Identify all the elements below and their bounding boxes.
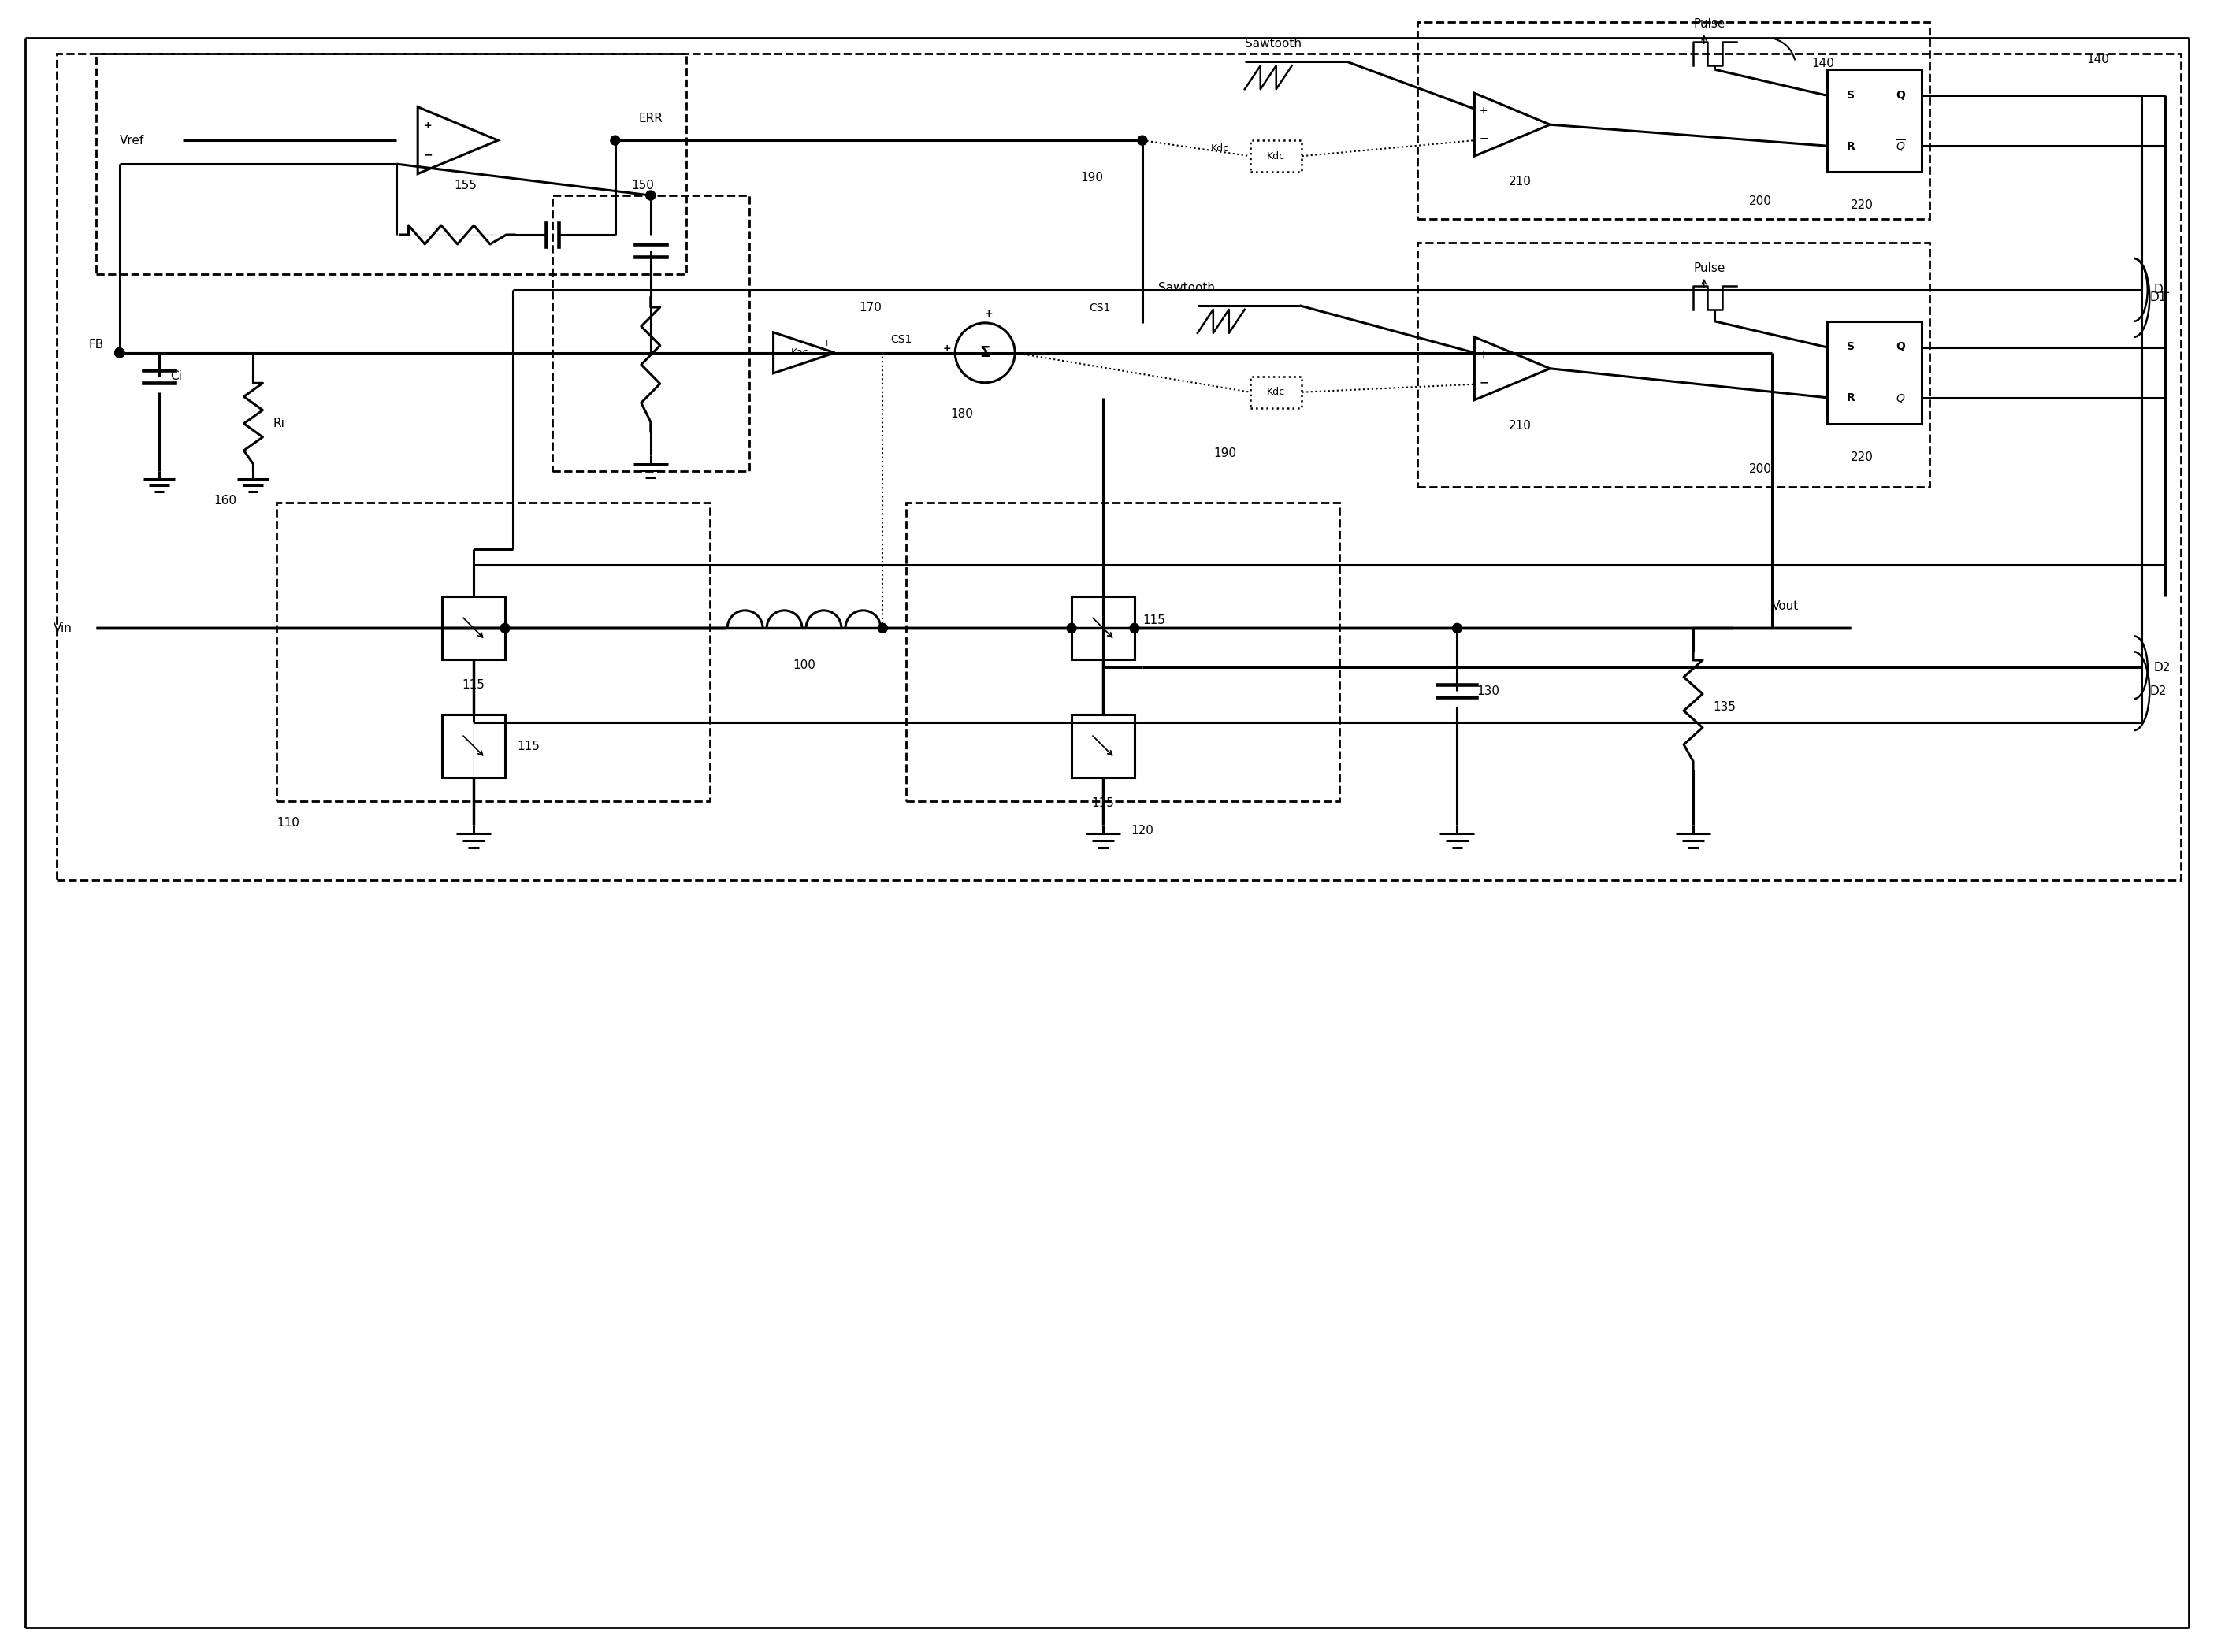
Circle shape: [114, 349, 125, 357]
Text: 180: 180: [950, 408, 973, 420]
Text: 190: 190: [1214, 448, 1237, 459]
Text: Ri: Ri: [273, 418, 284, 430]
Text: 120: 120: [1131, 824, 1154, 836]
Text: 115: 115: [1143, 615, 1165, 626]
Bar: [1250, 377, 1301, 408]
Circle shape: [501, 623, 510, 633]
Text: Sawtooth: Sawtooth: [1158, 282, 1214, 294]
Text: Pulse: Pulse: [1693, 18, 1724, 30]
Text: +: +: [1480, 106, 1489, 116]
Text: 210: 210: [1509, 420, 1532, 431]
Text: 115: 115: [517, 740, 539, 752]
Bar: [1418, 23, 1930, 220]
Text: $\overline{Q}$: $\overline{Q}$: [1896, 139, 1905, 154]
Bar: [1071, 715, 1134, 778]
Circle shape: [1453, 623, 1462, 633]
Text: −: −: [1480, 132, 1489, 144]
Text: Q: Q: [1896, 89, 1905, 101]
Text: D2: D2: [2153, 661, 2171, 674]
Text: 220: 220: [1851, 200, 1874, 211]
Text: Kac: Kac: [792, 347, 809, 358]
Text: 130: 130: [1476, 686, 1500, 697]
Bar: [906, 502, 1339, 801]
Circle shape: [114, 349, 125, 357]
Text: 115: 115: [1091, 798, 1114, 809]
Text: 140: 140: [2086, 55, 2109, 66]
Bar: [1250, 140, 1301, 172]
Text: Q: Q: [1896, 342, 1905, 352]
Text: CS1: CS1: [890, 334, 912, 345]
Text: +: +: [944, 344, 950, 354]
Text: 190: 190: [1080, 172, 1102, 183]
Text: 150: 150: [631, 180, 653, 192]
Text: Kdc: Kdc: [1268, 387, 1286, 396]
Bar: [1071, 596, 1134, 659]
Circle shape: [1138, 135, 1147, 145]
Text: −: −: [423, 150, 432, 160]
Text: D1: D1: [2149, 292, 2167, 304]
Text: R: R: [1847, 140, 1856, 152]
Text: 220: 220: [1851, 451, 1874, 463]
Text: 155: 155: [454, 180, 476, 192]
Text: Vref: Vref: [119, 134, 143, 147]
Text: $\overline{Q}$: $\overline{Q}$: [1896, 390, 1905, 406]
Text: Σ: Σ: [979, 345, 991, 360]
Text: D2: D2: [2149, 686, 2167, 697]
Bar: [1827, 69, 1921, 172]
Text: FB: FB: [89, 339, 103, 350]
Text: Vin: Vin: [54, 623, 72, 634]
Bar: [443, 596, 505, 659]
Text: 100: 100: [794, 659, 816, 671]
Text: 110: 110: [277, 818, 300, 829]
Circle shape: [646, 190, 655, 200]
Circle shape: [1067, 623, 1076, 633]
Text: +: +: [1480, 350, 1489, 360]
Text: 160: 160: [215, 494, 237, 506]
Circle shape: [114, 349, 125, 357]
Text: 115: 115: [463, 679, 485, 691]
Circle shape: [610, 135, 619, 145]
Text: Ci: Ci: [170, 370, 183, 382]
Circle shape: [879, 623, 888, 633]
Text: Sawtooth: Sawtooth: [1245, 38, 1301, 50]
Text: S: S: [1847, 89, 1854, 101]
Text: 170: 170: [859, 302, 881, 314]
Text: Vout: Vout: [1771, 601, 1798, 613]
Bar: [1418, 243, 1930, 487]
Bar: [443, 715, 505, 778]
Bar: [552, 195, 749, 471]
Text: 140: 140: [1811, 58, 1834, 69]
Text: 135: 135: [1713, 700, 1735, 712]
Text: 200: 200: [1749, 463, 1771, 474]
Text: 200: 200: [1749, 195, 1771, 206]
Text: S: S: [1847, 342, 1854, 352]
Text: Kdc: Kdc: [1268, 150, 1286, 162]
Text: Pulse: Pulse: [1693, 263, 1724, 274]
Text: R: R: [1847, 393, 1856, 403]
Text: Kdc: Kdc: [1210, 144, 1230, 154]
Text: +: +: [423, 121, 432, 131]
Bar: [56, 55, 2180, 881]
Text: D1: D1: [2153, 284, 2171, 296]
Text: 210: 210: [1509, 175, 1532, 188]
Text: +: +: [984, 309, 993, 319]
Bar: [277, 502, 709, 801]
Bar: [96, 55, 686, 274]
Text: +: +: [823, 340, 832, 347]
Bar: [1827, 320, 1921, 423]
Text: ERR: ERR: [639, 112, 664, 124]
Circle shape: [1129, 623, 1140, 633]
Text: −: −: [1480, 377, 1489, 388]
Text: CS1: CS1: [1089, 302, 1111, 314]
